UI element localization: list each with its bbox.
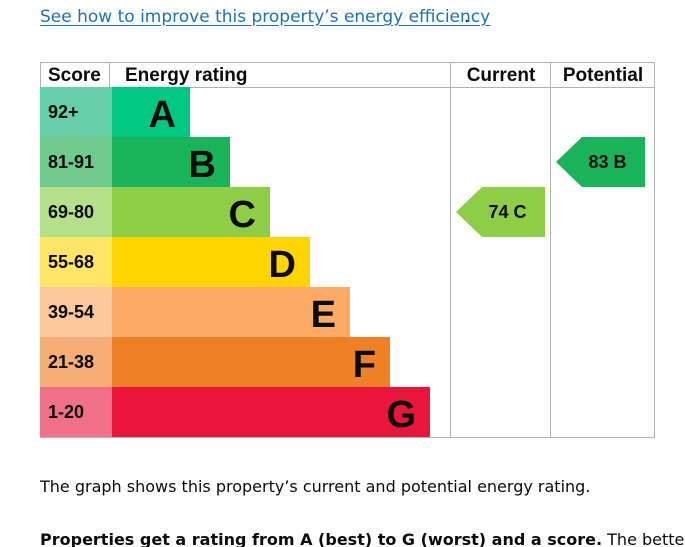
score-label-b: 81-91 [48, 152, 94, 172]
header-energy-rating: Energy rating [125, 65, 247, 86]
score-label-d: 55-68 [48, 252, 94, 272]
score-cell-b [40, 137, 112, 187]
rating-bar-g [112, 387, 430, 437]
rating-letter-f: F [353, 344, 376, 386]
score-cell-e [40, 287, 112, 337]
rating-bar-c [112, 187, 270, 237]
score-label-c: 69-80 [48, 202, 94, 222]
score-cell-d [40, 237, 112, 287]
rating-explanation-bold: Properties get a rating from A (best) to… [40, 530, 603, 547]
rating-letter-g: G [386, 394, 416, 436]
current-arrow [456, 187, 545, 237]
link-trailing-punctuation: . [464, 7, 470, 27]
rating-letter-c: C [229, 194, 256, 236]
energy-rating-chart: Score Energy rating Current Potential 92+ A 81… [40, 62, 655, 438]
rating-bar-e [112, 287, 350, 337]
score-label-f: 21-38 [48, 352, 94, 372]
rating-letter-b: B [189, 144, 216, 186]
rating-letter-e: E [311, 294, 336, 336]
score-cell-a [40, 87, 112, 137]
score-cell-g [40, 387, 112, 437]
rating-explanation: Properties get a rating from A (best) to… [40, 530, 685, 547]
rating-bar-d [112, 237, 310, 287]
score-cell-f [40, 337, 112, 387]
current-rating-label: 74 C [488, 202, 526, 222]
potential-rating-label: 83 B [588, 152, 626, 172]
score-label-a: 92+ [48, 102, 79, 122]
score-cell-c [40, 187, 112, 237]
header-current: Current [467, 65, 536, 86]
header-potential: Potential [563, 65, 643, 86]
score-label-g: 1-20 [48, 402, 84, 422]
rating-bar-a [112, 87, 190, 137]
score-label-e: 39-54 [48, 302, 94, 322]
graph-description: The graph shows this property’s current … [40, 477, 591, 496]
potential-arrow [556, 137, 645, 187]
improve-efficiency-link[interactable]: See how to improve this property’s energ… [40, 7, 491, 27]
rating-bar-b [112, 137, 230, 187]
rating-letter-d: D [269, 244, 296, 286]
header-score: Score [48, 65, 101, 86]
rating-bar-f [112, 337, 390, 387]
rating-explanation-rest: The better [602, 530, 685, 547]
rating-letter-a: A [149, 94, 176, 136]
